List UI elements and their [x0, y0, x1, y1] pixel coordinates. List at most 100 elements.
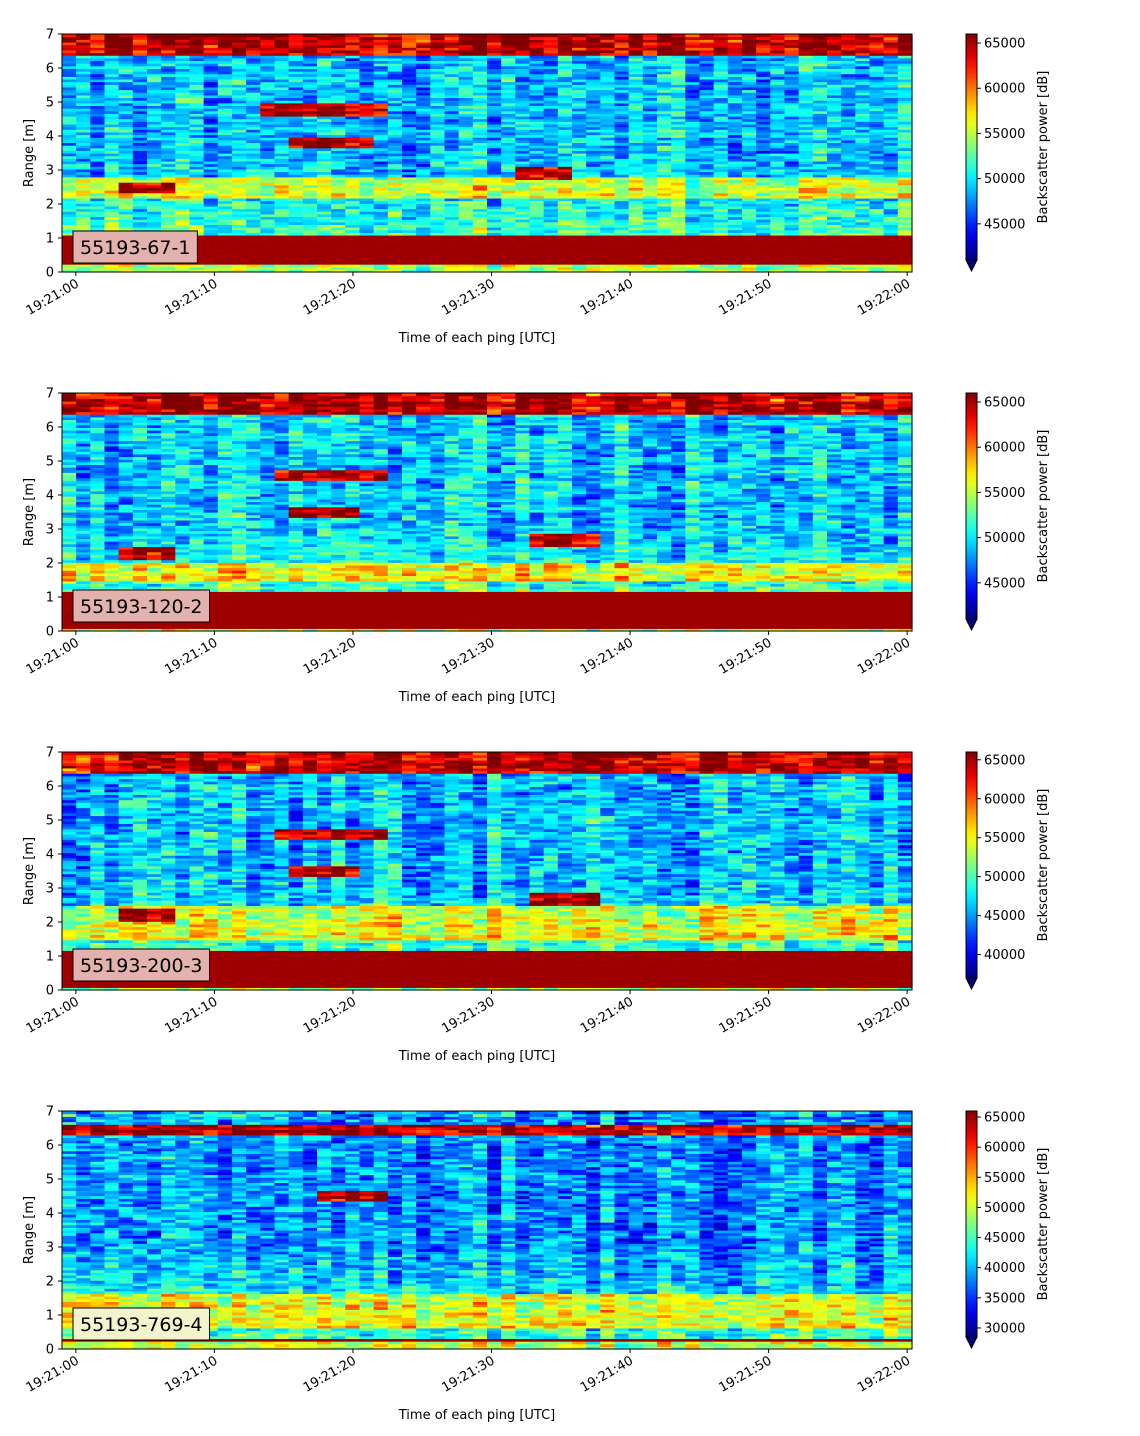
colorbar-tick-label: 65000 — [984, 753, 1025, 768]
y-tick-label: 7 — [46, 746, 54, 761]
x-tick-label: 19:21:30 — [439, 635, 497, 677]
colorbar — [965, 751, 978, 979]
x-tick-label: 19:21:10 — [162, 635, 220, 677]
y-tick-label: 5 — [46, 1173, 54, 1188]
colorbar-extend-min — [965, 618, 978, 632]
y-tick-label: 5 — [46, 96, 54, 111]
colorbar-tick-label: 65000 — [984, 396, 1025, 411]
x-tick-label: 19:21:00 — [24, 1353, 82, 1395]
y-tick-label: 6 — [46, 62, 54, 77]
colorbar-tick-label: 60000 — [984, 792, 1025, 807]
colorbar-tick-label: 45000 — [984, 1231, 1025, 1246]
chart-svg: 0 1 2 3 4 5 6 7 19:21:00 19:21:10 19:21:20 19:21:30… — [22, 28, 1051, 347]
heatmap — [62, 393, 913, 632]
sample-label: 55193-200-3 — [80, 955, 203, 977]
y-tick-label: 4 — [46, 1207, 54, 1222]
colorbar-label: Backscatter power [dB] — [1036, 1148, 1051, 1301]
y-tick-label: 2 — [46, 1275, 54, 1290]
y-tick-label: 3 — [46, 1241, 54, 1256]
sample-label: 55193-120-2 — [80, 596, 203, 618]
colorbar-tick-label: 50000 — [984, 1201, 1025, 1216]
heatmap — [62, 34, 913, 273]
x-axis-label: Time of each ping [UTC] — [398, 331, 556, 346]
colorbar-label: Backscatter power [dB] — [1036, 789, 1051, 942]
y-tick-label: 7 — [46, 28, 54, 43]
y-tick-label: 6 — [46, 780, 54, 795]
x-tick-label: 19:21:00 — [24, 994, 82, 1036]
colorbar-extend-min — [965, 259, 978, 273]
colorbar-tick-label: 45000 — [984, 217, 1025, 232]
colorbar-tick-label: 50000 — [984, 172, 1025, 187]
y-tick-label: 3 — [46, 523, 54, 538]
colorbar-tick-label: 30000 — [984, 1321, 1025, 1336]
x-tick-label: 19:21:40 — [578, 1353, 636, 1395]
colorbar-tick-label: 40000 — [984, 948, 1025, 963]
colorbar-label: Backscatter power [dB] — [1036, 71, 1051, 224]
colorbar-tick-label: 35000 — [984, 1291, 1025, 1306]
y-tick-label: 0 — [46, 1343, 54, 1358]
y-tick-label: 4 — [46, 848, 54, 863]
axes-frame — [61, 392, 913, 632]
x-tick-label: 19:21:50 — [717, 994, 775, 1036]
colorbar-tick-label: 45000 — [984, 576, 1025, 591]
x-tick-label: 19:21:20 — [301, 276, 359, 318]
x-tick-label: 19:21:20 — [301, 1353, 359, 1395]
y-axis-label: Range [m] — [22, 837, 37, 905]
x-tick-label: 19:21:00 — [24, 635, 82, 677]
x-tick-label: 19:22:00 — [855, 994, 913, 1036]
y-tick-label: 4 — [46, 489, 54, 504]
colorbar-tick-label: 60000 — [984, 82, 1025, 97]
colorbar-tick-label: 55000 — [984, 486, 1025, 501]
chart-svg: 0 1 2 3 4 5 6 7 19:21:00 19:21:10 19:21:20 19:21:30… — [22, 746, 1051, 1065]
y-axis-label: Range [m] — [22, 478, 37, 546]
axes-frame — [61, 1110, 913, 1350]
colorbar-tick-label: 55000 — [984, 127, 1025, 142]
sample-label-box — [72, 1307, 210, 1341]
colorbar-tick-label: 50000 — [984, 531, 1025, 546]
colorbar — [965, 33, 978, 261]
colorbar-tick-label: 55000 — [984, 1171, 1025, 1186]
panel-2: 0 1 2 3 4 5 6 7 19:21:00 19:21:10 19:21:20 19:21:30… — [0, 359, 1140, 718]
y-tick-label: 0 — [46, 266, 54, 281]
axes-frame — [61, 33, 913, 273]
colorbar — [965, 392, 978, 620]
colorbar-tick-label: 60000 — [984, 1141, 1025, 1156]
x-axis-label: Time of each ping [UTC] — [398, 690, 556, 705]
sample-label-box — [72, 589, 210, 623]
y-tick-label: 2 — [46, 916, 54, 931]
axes-frame — [61, 751, 913, 991]
x-tick-label: 19:21:20 — [301, 994, 359, 1036]
y-tick-label: 6 — [46, 1139, 54, 1154]
x-axis-label: Time of each ping [UTC] — [398, 1049, 556, 1064]
x-tick-label: 19:21:40 — [578, 276, 636, 318]
y-tick-label: 1 — [46, 1309, 54, 1324]
sample-label: 55193-67-1 — [80, 237, 190, 259]
x-tick-label: 19:21:20 — [301, 635, 359, 677]
chart-svg: 0 1 2 3 4 5 6 7 19:21:00 19:21:10 19:21:20 19:21:30… — [22, 1105, 1051, 1424]
y-tick-label: 5 — [46, 455, 54, 470]
y-tick-label: 1 — [46, 950, 54, 965]
y-tick-label: 2 — [46, 198, 54, 213]
y-tick-label: 2 — [46, 557, 54, 572]
sample-label: 55193-769-4 — [80, 1314, 203, 1336]
x-tick-label: 19:21:50 — [717, 1353, 775, 1395]
x-tick-label: 19:21:50 — [717, 635, 775, 677]
x-tick-label: 19:21:50 — [717, 276, 775, 318]
x-tick-label: 19:21:30 — [439, 994, 497, 1036]
panel-3: 0 1 2 3 4 5 6 7 19:21:00 19:21:10 19:21:20 19:21:30… — [0, 718, 1140, 1077]
y-tick-label: 4 — [46, 130, 54, 145]
panel-1: 0 1 2 3 4 5 6 7 19:21:00 19:21:10 19:21:20 19:21:30… — [0, 0, 1140, 359]
y-tick-label: 3 — [46, 882, 54, 897]
sample-label-box — [72, 230, 198, 264]
colorbar-tick-label: 40000 — [984, 1261, 1025, 1276]
colorbar-tick-label: 60000 — [984, 441, 1025, 456]
x-tick-label: 19:22:00 — [855, 1353, 913, 1395]
y-tick-label: 0 — [46, 984, 54, 999]
x-tick-label: 19:21:30 — [439, 276, 497, 318]
x-tick-label: 19:22:00 — [855, 276, 913, 318]
colorbar-extend-min — [965, 977, 978, 991]
colorbar-tick-label: 65000 — [984, 37, 1025, 52]
colorbar-tick-label: 50000 — [984, 870, 1025, 885]
panel-4: 0 1 2 3 4 5 6 7 19:21:00 19:21:10 19:21:20 19:21:30… — [0, 1077, 1140, 1436]
y-tick-label: 1 — [46, 591, 54, 606]
